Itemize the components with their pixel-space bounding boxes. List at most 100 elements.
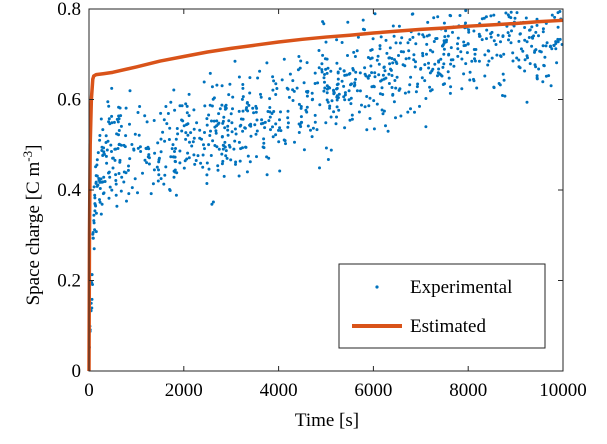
experimental-point [384,38,388,42]
experimental-point [373,75,377,79]
experimental-point [203,131,206,134]
experimental-point [185,123,188,127]
experimental-point [199,161,203,165]
experimental-point [278,118,281,122]
experimental-point [113,147,117,151]
experimental-point [217,147,221,151]
experimental-point [368,117,372,120]
experimental-point [185,111,189,115]
experimental-point [163,173,167,177]
experimental-point [126,168,130,172]
experimental-point [136,191,139,195]
experimental-point [210,202,214,206]
experimental-point [335,115,338,119]
experimental-point [192,127,196,131]
experimental-point [124,134,128,138]
experimental-point [528,28,532,32]
experimental-point [107,117,111,121]
experimental-point [492,13,496,17]
experimental-point [252,111,256,115]
experimental-point [528,62,532,66]
legend-label-estimated: Estimated [410,316,486,337]
experimental-point [269,128,272,132]
experimental-point [299,125,303,129]
experimental-point [534,30,538,34]
experimental-point [507,15,511,19]
experimental-point [443,35,447,39]
experimental-point [372,84,376,88]
experimental-point [390,57,394,60]
experimental-point [406,41,410,45]
experimental-point [340,79,344,83]
experimental-point [163,139,167,143]
y-axis-label-main: Space charge [C m [23,162,44,306]
experimental-point [222,115,226,119]
legend-marker-experimental [375,285,379,289]
experimental-point [324,121,328,125]
experimental-point [306,90,309,94]
experimental-point [470,59,474,63]
experimental-point [558,10,562,13]
experimental-point [429,89,432,93]
experimental-point [507,38,510,42]
experimental-point [346,54,349,57]
experimental-point [168,188,172,191]
experimental-point [265,173,269,177]
experimental-point [408,38,412,42]
experimental-point [324,67,328,71]
experimental-point [395,75,399,79]
experimental-point [456,36,460,40]
experimental-point [234,132,238,136]
experimental-point [241,129,245,133]
experimental-point [109,143,113,147]
experimental-point [208,103,212,107]
experimental-point [178,161,182,165]
experimental-point [108,175,112,179]
experimental-point [321,53,325,57]
experimental-point [159,137,163,141]
experimental-point [305,105,309,109]
experimental-point [259,95,263,99]
experimental-point [262,141,266,145]
experimental-point [523,58,527,62]
experimental-point [449,62,453,66]
experimental-point [548,45,552,49]
experimental-point [316,81,320,85]
experimental-point [90,273,94,277]
experimental-point [90,306,94,310]
experimental-point [231,107,234,111]
experimental-point [251,106,255,110]
experimental-point [174,147,177,150]
experimental-point [156,141,160,145]
experimental-point [180,129,184,133]
experimental-point [391,61,395,65]
experimental-point [138,145,142,149]
experimental-point [244,108,248,111]
experimental-point [165,122,169,126]
experimental-point [462,44,466,48]
experimental-point [137,133,141,137]
experimental-point [300,120,304,124]
experimental-point [202,143,205,147]
experimental-point [234,160,238,164]
experimental-point [442,41,446,45]
experimental-point [357,110,361,114]
experimental-point [211,200,215,204]
experimental-point [523,69,527,73]
experimental-point [377,62,381,66]
experimental-point [428,85,432,89]
experimental-point [366,76,370,80]
experimental-point [335,95,339,99]
experimental-point [167,138,171,141]
experimental-point [164,165,168,169]
experimental-point [424,97,428,100]
experimental-point [466,42,470,46]
experimental-point [340,41,344,44]
experimental-point [223,105,227,109]
experimental-point [442,39,446,43]
experimental-point [226,124,230,128]
experimental-point [323,80,326,84]
experimental-point [356,35,360,39]
experimental-point [107,104,111,108]
experimental-point [256,76,260,80]
